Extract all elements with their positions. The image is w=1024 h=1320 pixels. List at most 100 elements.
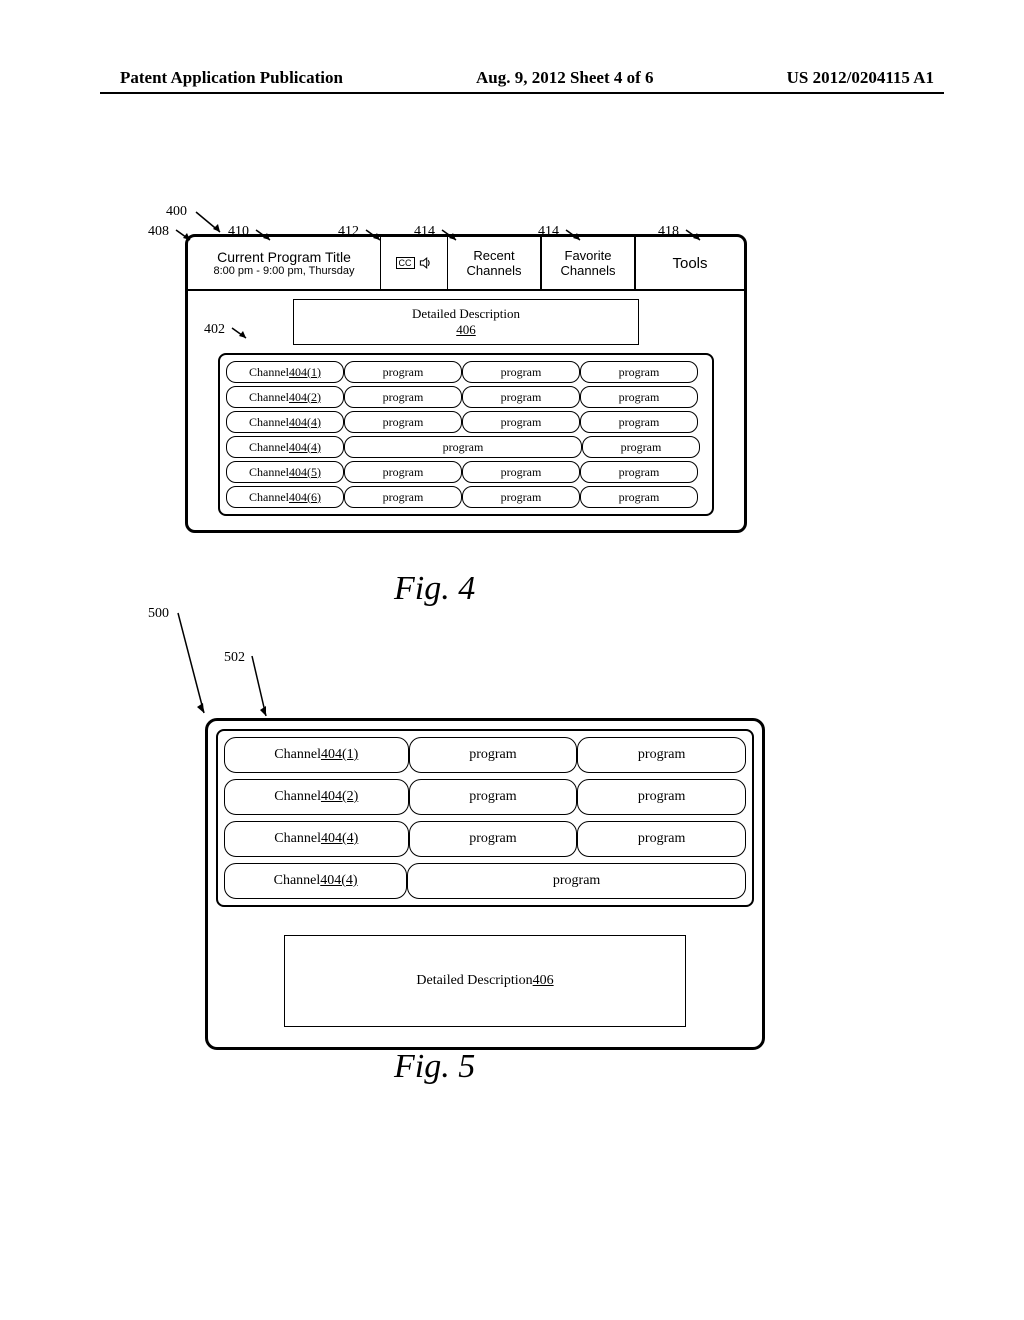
channel-cell: Channel 404(4) — [226, 411, 344, 433]
channel-cell: Channel 404(5) — [226, 461, 344, 483]
grid-row: Channel 404(4) program — [224, 863, 746, 899]
channel-cell: Channel 404(2) — [226, 386, 344, 408]
channel-cell: Channel 404(1) — [224, 737, 409, 773]
ch-prefix: Channel — [274, 873, 321, 889]
fig4-top-row: Current Program Title 8:00 pm - 9:00 pm,… — [188, 237, 744, 291]
channel-cell: Channel 404(2) — [224, 779, 409, 815]
ch-prefix: Channel — [274, 831, 321, 847]
grid-row: Channel 404(6) program program program — [226, 486, 706, 508]
ch-ref: 404(4) — [321, 831, 358, 847]
channel-cell: Channel 404(1) — [226, 361, 344, 383]
fig5-label: Fig. 5 — [394, 1048, 475, 1086]
fig4-description-box: Detailed Description 406 — [293, 299, 639, 345]
ch-prefix: Channel — [249, 390, 289, 405]
ch-ref: 404(2) — [321, 789, 358, 805]
program-cell: program — [462, 486, 580, 508]
program-cell: program — [344, 386, 462, 408]
program-cell: program — [580, 461, 698, 483]
ch-ref: 404(1) — [289, 365, 321, 380]
channel-cell: Channel 404(4) — [224, 821, 409, 857]
callout-408: 408 — [148, 224, 169, 240]
lead-502 — [252, 656, 272, 716]
program-cell: program — [409, 821, 578, 857]
fig4-grid: Channel 404(1) program program program C… — [218, 353, 714, 516]
program-cell: program — [580, 486, 698, 508]
grid-row: Channel 404(5) program program program — [226, 461, 706, 483]
ch-prefix: Channel — [274, 747, 321, 763]
ch-ref: 404(2) — [289, 390, 321, 405]
program-cell: program — [344, 361, 462, 383]
desc-label: Detailed Description — [412, 306, 520, 322]
program-cell: program — [577, 779, 746, 815]
desc-ref: 406 — [456, 322, 476, 338]
channel-cell: Channel 404(4) — [226, 436, 344, 458]
ch-prefix: Channel — [249, 490, 289, 505]
speaker-icon — [419, 256, 433, 270]
program-cell: program — [462, 461, 580, 483]
recent-label: Recent — [473, 248, 514, 263]
callout-400: 400 — [166, 204, 187, 220]
program-cell: program — [462, 386, 580, 408]
ch-ref: 404(4) — [289, 415, 321, 430]
lead-400 — [196, 212, 226, 234]
tools-label: Tools — [672, 255, 707, 272]
header-left: Patent Application Publication — [120, 68, 343, 88]
favorite-channels-cell: Favorite Channels — [541, 237, 635, 289]
program-cell: program — [462, 411, 580, 433]
program-cell: program — [582, 436, 700, 458]
fig4-container: Current Program Title 8:00 pm - 9:00 pm,… — [185, 234, 747, 533]
cc-icon: CC — [396, 257, 415, 269]
program-cell-wide: program — [407, 863, 746, 899]
grid-row: Channel 404(4) program program program — [226, 411, 706, 433]
ch-prefix: Channel — [249, 465, 289, 480]
channels-label-2: Channels — [561, 263, 616, 278]
favorite-label: Favorite — [565, 248, 612, 263]
channel-cell: Channel 404(4) — [224, 863, 407, 899]
ch-ref: 404(4) — [320, 873, 357, 889]
fig5-container: Channel 404(1) program program Channel 4… — [205, 718, 765, 1050]
fig4-label: Fig. 4 — [394, 570, 475, 608]
program-cell: program — [580, 361, 698, 383]
header-center: Aug. 9, 2012 Sheet 4 of 6 — [476, 68, 654, 88]
program-cell-wide: program — [344, 436, 582, 458]
program-title: Current Program Title — [217, 249, 351, 265]
fig5-grid: Channel 404(1) program program Channel 4… — [216, 729, 754, 907]
grid-row: Channel 404(1) program program — [224, 737, 746, 773]
desc-ref: 406 — [533, 973, 554, 989]
ch-ref: 404(5) — [289, 465, 321, 480]
page: Patent Application Publication Aug. 9, 2… — [0, 0, 1024, 1320]
ch-prefix: Channel — [249, 415, 289, 430]
program-cell: program — [344, 486, 462, 508]
ch-ref: 404(4) — [289, 440, 321, 455]
channels-label-1: Channels — [467, 263, 522, 278]
program-cell: program — [344, 411, 462, 433]
ch-prefix: Channel — [249, 440, 289, 455]
header-right: US 2012/0204115 A1 — [787, 68, 934, 88]
desc-label: Detailed Description — [416, 973, 532, 989]
program-cell: program — [409, 779, 578, 815]
program-time: 8:00 pm - 9:00 pm, Thursday — [213, 265, 354, 277]
current-program-cell: Current Program Title 8:00 pm - 9:00 pm,… — [188, 237, 381, 289]
grid-row: Channel 404(4) program program — [226, 436, 706, 458]
recent-channels-cell: Recent Channels — [448, 237, 541, 289]
grid-row: Channel 404(1) program program program — [226, 361, 706, 383]
ch-prefix: Channel — [274, 789, 321, 805]
callout-502: 502 — [224, 650, 245, 666]
callout-500: 500 — [148, 606, 169, 622]
grid-row: Channel 404(4) program program — [224, 821, 746, 857]
fig5-description-box: Detailed Description 406 — [284, 935, 686, 1027]
program-cell: program — [580, 411, 698, 433]
program-cell: program — [462, 361, 580, 383]
ch-ref: 404(1) — [321, 747, 358, 763]
program-cell: program — [409, 737, 578, 773]
tools-cell: Tools — [635, 237, 744, 289]
ch-prefix: Channel — [249, 365, 289, 380]
ch-ref: 404(6) — [289, 490, 321, 505]
page-header: Patent Application Publication Aug. 9, 2… — [120, 68, 934, 88]
program-cell: program — [577, 737, 746, 773]
header-rule — [100, 92, 944, 94]
icon-cell: CC — [381, 237, 448, 289]
lead-500 — [178, 613, 208, 713]
channel-cell: Channel 404(6) — [226, 486, 344, 508]
program-cell: program — [577, 821, 746, 857]
